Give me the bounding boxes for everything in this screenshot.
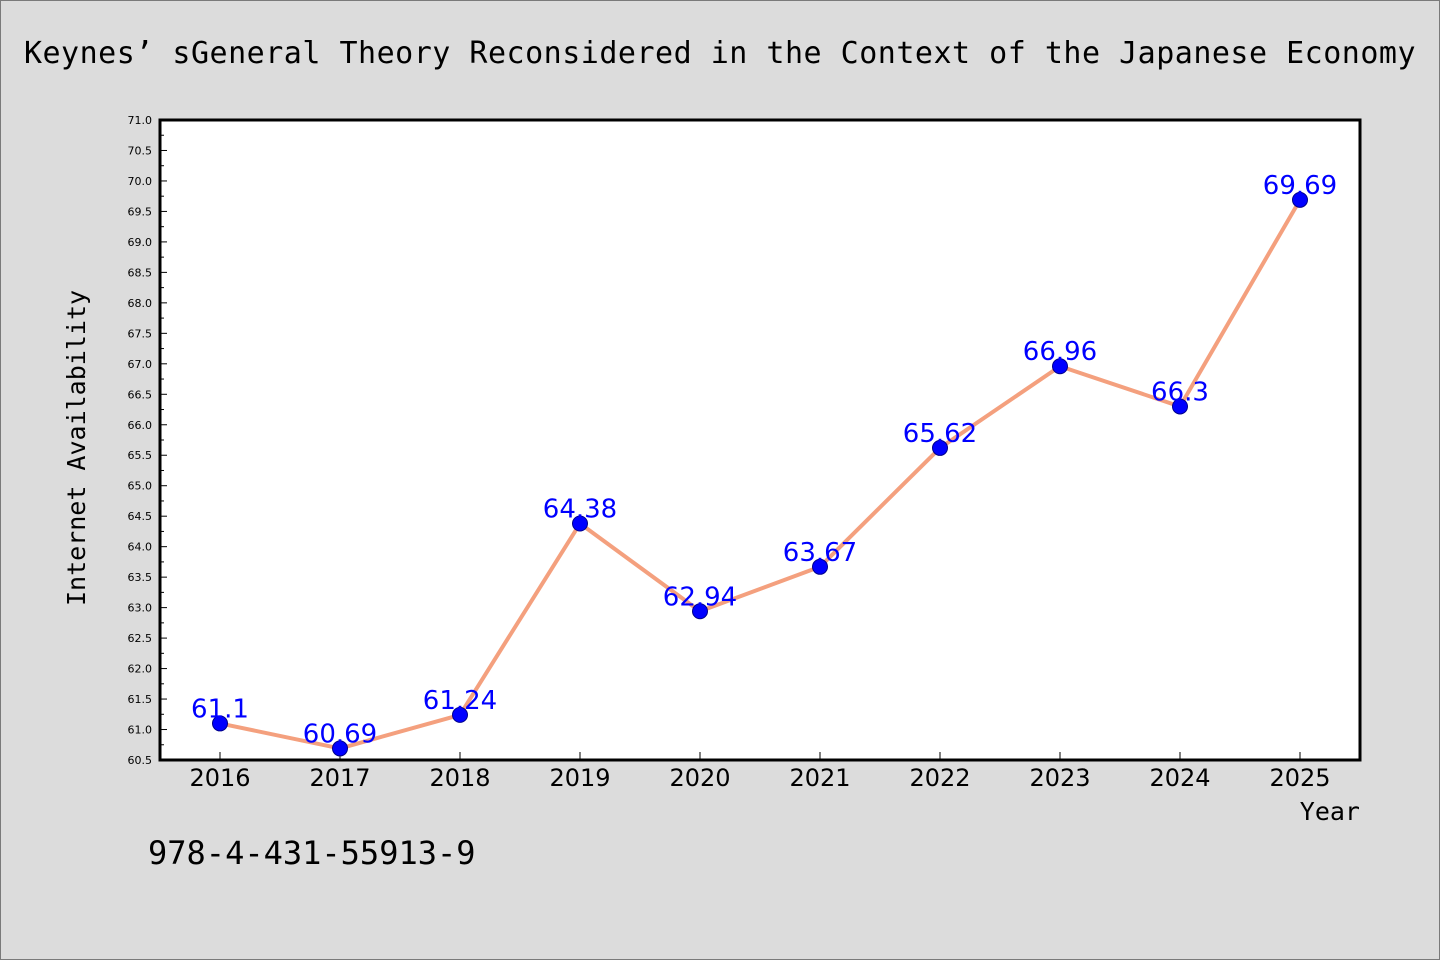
y-tick-label: 62.0 xyxy=(128,663,153,676)
y-tick-label: 71.0 xyxy=(128,114,153,127)
x-tick-label: 2025 xyxy=(1269,764,1330,792)
y-axis: 60.5 61.0 61.5 62.0 62.5 63.0 63.5 64.0 64.5 65.0… xyxy=(128,114,167,767)
data-point-marker xyxy=(332,740,348,757)
y-tick-label: 64.5 xyxy=(128,510,153,523)
series-layer: 61.1 60.69 61.24 64.38 62.94 63.67 65.62 66.96 6… xyxy=(191,171,1337,757)
y-tick-label: 66.5 xyxy=(128,388,153,401)
y-tick-label: 66.0 xyxy=(128,419,153,432)
y-tick-label: 61.5 xyxy=(128,693,153,706)
data-point-marker xyxy=(692,603,708,620)
chart-title: Keynes’ sGeneral Theory Reconsidered in … xyxy=(23,36,1417,71)
y-tick-label: 69.0 xyxy=(128,236,153,249)
y-tick-label: 62.5 xyxy=(128,632,153,645)
data-point-marker xyxy=(1292,191,1308,208)
series-line xyxy=(218,197,1302,751)
isbn-text: 978-4-431-55913-9 xyxy=(148,834,476,872)
data-point-marker xyxy=(572,515,588,532)
data-label: 62.94 xyxy=(663,582,737,612)
x-tick-label: 2024 xyxy=(1149,764,1210,792)
data-point-marker xyxy=(812,558,828,575)
data-label: 65.62 xyxy=(903,419,977,449)
y-tick-label: 63.5 xyxy=(128,571,153,584)
x-tick-label: 2019 xyxy=(549,764,610,792)
y-tick-label: 67.5 xyxy=(128,327,153,340)
x-axis-label: Year xyxy=(1300,797,1360,826)
data-point-marker xyxy=(932,439,948,456)
data-label: 63.67 xyxy=(783,538,857,568)
data-point-marker xyxy=(1052,358,1068,375)
x-tick-label: 2022 xyxy=(909,764,970,792)
data-label: 69.69 xyxy=(1263,171,1337,201)
x-tick-label: 2020 xyxy=(669,764,730,792)
data-point-marker xyxy=(212,715,228,732)
y-tick-label: 69.5 xyxy=(128,205,153,218)
y-tick-label: 64.0 xyxy=(128,541,153,554)
y-tick-label: 70.0 xyxy=(128,175,153,188)
y-tick-label: 68.0 xyxy=(128,297,153,310)
plot-border xyxy=(158,118,1362,762)
y-tick-label: 60.5 xyxy=(128,754,153,767)
x-tick-label: 2021 xyxy=(789,764,850,792)
data-point-marker xyxy=(452,706,468,723)
data-point-marker xyxy=(1172,398,1188,415)
data-label: 61.1 xyxy=(191,694,249,724)
y-tick-label: 65.0 xyxy=(128,480,153,493)
data-label: 60.69 xyxy=(303,719,377,749)
x-axis: 2016 2017 2018 2019 2020 2021 2022 2023 2024 2025 xyxy=(189,752,1331,792)
y-tick-label: 68.5 xyxy=(128,266,153,279)
plot-area xyxy=(160,120,1360,760)
data-label: 66.3 xyxy=(1151,377,1209,407)
x-tick-label: 2018 xyxy=(429,764,490,792)
y-tick-label: 63.0 xyxy=(128,602,153,615)
data-label: 64.38 xyxy=(543,495,617,525)
y-tick-label: 70.5 xyxy=(128,144,153,157)
x-tick-label: 2017 xyxy=(309,764,370,792)
data-label: 61.24 xyxy=(423,686,497,716)
x-tick-label: 2016 xyxy=(189,764,250,792)
y-tick-label: 67.0 xyxy=(128,358,153,371)
y-tick-label: 61.0 xyxy=(128,724,153,737)
x-tick-label: 2023 xyxy=(1029,764,1090,792)
data-label: 66.96 xyxy=(1023,337,1097,367)
y-tick-label: 65.5 xyxy=(128,449,153,462)
y-axis-label: Internet Availability xyxy=(62,290,91,606)
